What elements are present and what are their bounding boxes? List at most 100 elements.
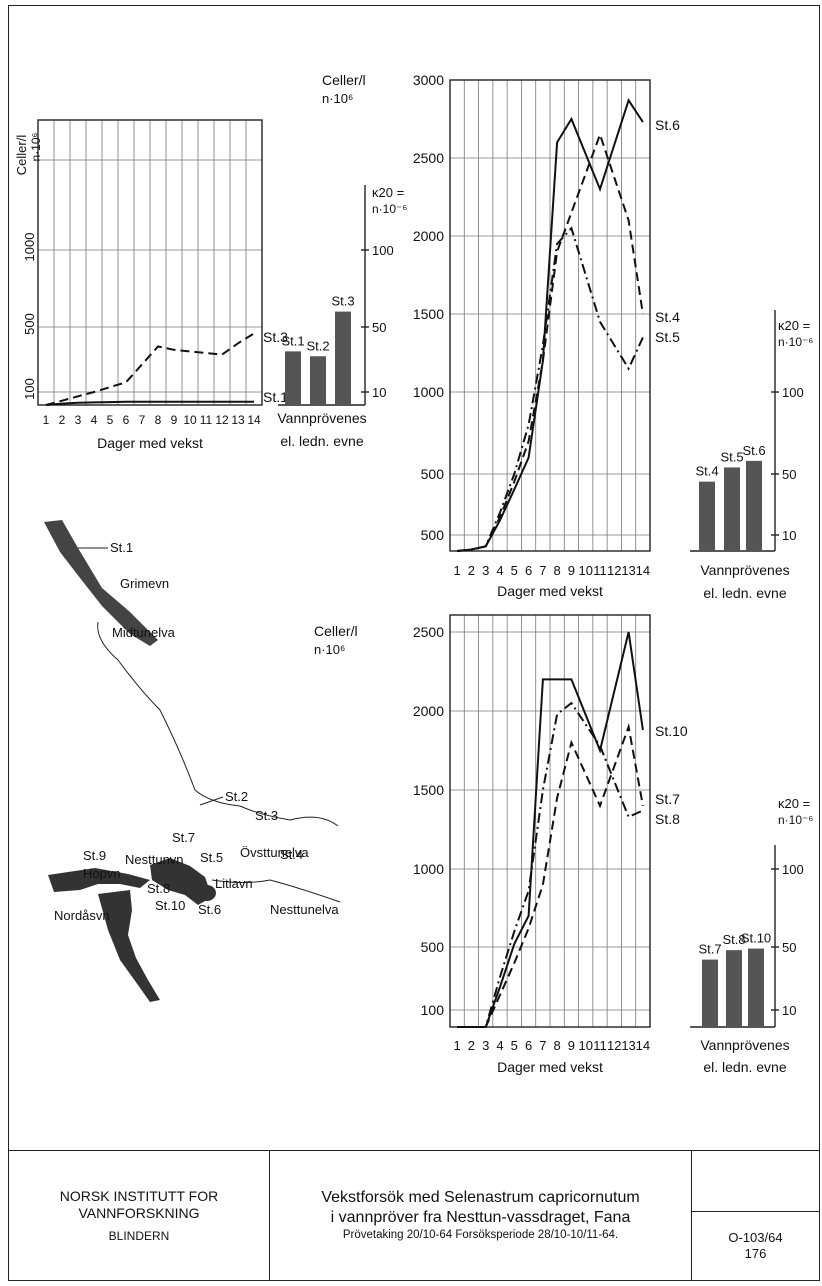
map-label-grimevn: Grimevn <box>120 576 169 591</box>
lake-nesttunvn <box>150 858 212 905</box>
map-label-litlavn: Litlavn <box>215 876 253 891</box>
map-label-st10: St.10 <box>155 898 185 913</box>
x-tick-label: 4 <box>91 413 98 427</box>
conductivity-bar-label: St.10 <box>741 931 771 946</box>
institute-name-line1: NORSK INSTITUTT FOR <box>59 1187 219 1204</box>
conductivity-bar <box>285 351 301 405</box>
x-tick-label: 1 <box>454 563 461 578</box>
river-map: St.1 Grimevn Midtunelva St.2 St.3 St.7 Nesttun… <box>44 520 341 1002</box>
conductivity-bar-label: St.3 <box>331 294 354 309</box>
drawing-number: O-103/64 <box>728 1229 783 1245</box>
x-tick-label: 12 <box>607 1038 621 1053</box>
y-tick-label: 2000 <box>413 228 444 244</box>
x-tick-label: 3 <box>482 563 489 578</box>
x-tick-label: 13 <box>231 413 245 427</box>
conductivity-title-line2: el. ledn. evne <box>280 433 363 449</box>
y-tick-label: 1000 <box>22 233 37 262</box>
y-axis-label: Celler/l <box>322 72 366 88</box>
series-line-St7 <box>457 722 644 1028</box>
grid <box>450 79 650 551</box>
conductivity-bar <box>310 356 326 405</box>
x-tick-label: 13 <box>621 1038 635 1053</box>
y-tick-label: 500 <box>421 466 445 482</box>
conductivity-bar <box>746 460 762 551</box>
x-tick-label: 10 <box>183 413 197 427</box>
series-label: St.6 <box>655 117 680 133</box>
y-tick-label: 2500 <box>413 150 444 166</box>
conductivity-tick-label: 100 <box>782 862 804 877</box>
y-tick-label: 1500 <box>413 306 444 322</box>
x-tick-label: 4 <box>496 1038 503 1053</box>
conductivity-bar-label: St.8 <box>722 932 745 947</box>
x-tick-label: 10 <box>578 563 592 578</box>
conductivity-bar-label: St.1 <box>281 333 304 348</box>
map-label-nesttunelva: Nesttunelva <box>270 902 339 917</box>
x-tick-label: 6 <box>123 413 130 427</box>
series-label: St.10 <box>655 723 688 739</box>
series-label: St.8 <box>655 811 680 827</box>
x-tick-label: 9 <box>171 413 178 427</box>
conductivity-tick-label: 100 <box>372 243 394 258</box>
y-tick-label: 3000 <box>413 72 444 88</box>
chart-upper-right: 3000 2500 2000 1500 1000 500 500 Celler/l n·10⁶ 1… <box>322 72 813 601</box>
x-tick-label: 9 <box>568 563 575 578</box>
titleblock-number: O-103/64 176 <box>691 1211 820 1281</box>
map-label-st7: St.7 <box>172 830 195 845</box>
map-label-st6: St.6 <box>198 902 221 917</box>
map-label-st4: St.4 <box>280 847 303 862</box>
conductivity-bar <box>748 948 764 1027</box>
series-label: St.4 <box>655 309 680 325</box>
x-tick-label: 9 <box>568 1038 575 1053</box>
map-label-st1: St.1 <box>110 540 133 555</box>
lake-litlavn <box>198 885 216 901</box>
conductivity-tick-label: 50 <box>782 940 796 955</box>
series-line-St12 <box>45 400 254 406</box>
x-tick-label: 7 <box>539 563 546 578</box>
conductivity-unit-label-line2: n·10⁻⁶ <box>778 813 813 827</box>
plot-frame <box>449 79 651 552</box>
x-tick-label: 10 <box>578 1038 592 1053</box>
y-tick-label: 2500 <box>413 624 444 640</box>
x-tick-label: 14 <box>247 413 261 427</box>
conductivity-title: Vannprövenes <box>700 1037 789 1053</box>
conductivity-tick-label: 10 <box>372 385 386 400</box>
conductivity-unit-label-line2: n·10⁻⁶ <box>778 335 813 349</box>
x-tick-label: 2 <box>468 1038 475 1053</box>
x-axis-label: Dager med vekst <box>497 583 603 599</box>
y-axis-label: Celler/l <box>314 623 358 639</box>
x-tick-label: 3 <box>482 1038 489 1053</box>
x-tick-label: 5 <box>511 1038 518 1053</box>
series-label: St.3 <box>263 329 288 345</box>
conductivity-title-line2: el. ledn. evne <box>703 1059 786 1075</box>
title-line3: Prövetaking 20/10-64 Forsöksperiode 28/1… <box>342 1229 619 1242</box>
x-tick-label: 11 <box>593 563 607 578</box>
conductivity-bar-label: St.4 <box>695 464 718 479</box>
x-tick-label: 12 <box>607 563 621 578</box>
conductivity-unit-label: κ20 = <box>778 796 810 811</box>
series-line-St5 <box>456 226 644 552</box>
map-label-st9: St.9 <box>83 848 106 863</box>
conductivity-bar-label: St.6 <box>742 443 765 458</box>
x-tick-label: 6 <box>525 1038 532 1053</box>
y-tick-label: 1500 <box>413 782 444 798</box>
x-tick-label: 8 <box>554 1038 561 1053</box>
y-tick-label: 100 <box>421 1002 445 1018</box>
x-tick-label: 4 <box>496 563 503 578</box>
x-tick-label: 7 <box>139 413 146 427</box>
institute-location: BLINDERN <box>108 1228 170 1243</box>
title-line2: i vannpröver fra Nesttun-vassdraget, Fan… <box>330 1209 631 1227</box>
x-tick-label: 1 <box>454 1038 461 1053</box>
y-tick-label: 2000 <box>413 703 444 719</box>
conductivity-tick-label: 10 <box>782 528 796 543</box>
x-tick-label: 13 <box>621 563 635 578</box>
series-label: St.5 <box>655 329 680 345</box>
title-line1: Vekstforsök med Selenastrum capricornutu… <box>321 1189 640 1207</box>
map-label-vsttunelva: Övsttunelva <box>240 845 309 860</box>
y-axis-label-unit: n·10⁶ <box>322 91 353 106</box>
river-nesttunelva <box>211 879 341 903</box>
map-label-st3: St.3 <box>255 808 278 823</box>
series-line-St4 <box>456 131 644 552</box>
